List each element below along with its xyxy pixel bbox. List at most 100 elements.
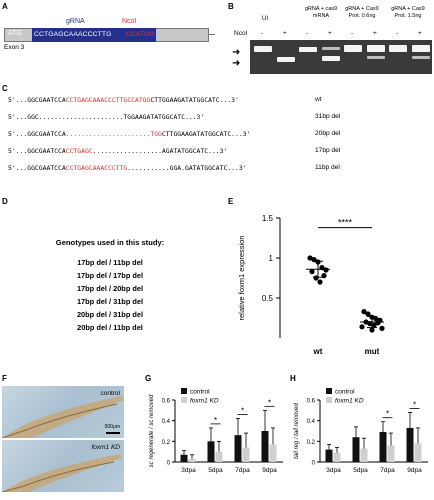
gel-header-prot15: gRNA + Cas9 Prot. 1.5ng (385, 6, 431, 20)
genotype-item: 17bp del / 20bp del (76, 284, 144, 293)
atg-label: ATG (8, 30, 22, 37)
gel-arrow-bottom: ➜ (232, 58, 241, 69)
legend-swatch (326, 388, 332, 394)
bar (414, 443, 422, 462)
seq-label-11bp: 11bp del (315, 164, 340, 171)
genotype-list: Genotypes used in this study: 17bp del /… (10, 238, 210, 348)
panel-label-b: B (228, 2, 234, 11)
seq-label-17bp: 17bp del (315, 147, 341, 154)
tail-regeneration-chart: 0 0.2 0.4 0.6 tail reg / tail removed 3dpa 5dp… (294, 388, 428, 474)
gel-header-mrna: gRNA + cas9 mRNA (300, 6, 342, 20)
ncoi-site-box (124, 28, 156, 42)
bar (234, 435, 242, 462)
bar (360, 448, 368, 462)
seq-pre: 5'...GGCGAATCCA (8, 147, 66, 155)
gel-image (250, 40, 432, 74)
x-category-label: wt (313, 347, 323, 356)
bar (379, 432, 387, 462)
bar (207, 441, 215, 462)
x-category-label: 5dpa (208, 467, 223, 474)
data-point (379, 325, 385, 331)
x-category-label: 3dpa (326, 467, 341, 474)
seq-post: CTTGGAAGATATGGCATC...3' (161, 130, 251, 138)
x-category-label: 9dpa (262, 467, 277, 474)
sign-1: - (261, 30, 264, 37)
genotype-item: 20bp del / 31bp del (76, 310, 144, 319)
legend-label: foxm1 KD (335, 398, 364, 405)
gel-header-prot06: gRNA + Cas9 Prot. 0.6ng (339, 6, 385, 20)
bar (352, 437, 360, 462)
data-point (371, 322, 377, 328)
grna-sequence: CCTGAGCAAACCCTTG (34, 30, 112, 38)
x-category-label: mut (365, 347, 380, 356)
data-point (369, 327, 375, 333)
seq-red: ......................TGG (65, 130, 162, 138)
y-tick-label: 0.6 (162, 399, 171, 405)
y-tick-label: 0.4 (162, 419, 171, 425)
data-point (365, 311, 371, 317)
x-category-label: 9dpa (407, 467, 422, 474)
scale-bar-label: 500μm (104, 424, 120, 430)
genotype-title: Genotypes used in this study: (55, 238, 165, 247)
x-category-label: 3dpa (181, 467, 196, 474)
legend-swatch (181, 397, 187, 403)
seq-red: CCTGAGCAAACCCTTGCCATGG (65, 96, 151, 104)
grna-sequence-box (32, 28, 124, 42)
seq-row-11bp: 5'...GGCGAATCCACCTGAGCAAACCCTTG.........… (8, 164, 247, 172)
legend-label: foxm1 KD (190, 398, 219, 405)
bar (188, 458, 196, 462)
panel-label-a: A (2, 2, 8, 11)
bar (325, 449, 333, 462)
seq-row-31bp: 5'...GGC......................TGGAAGATAT… (8, 113, 204, 121)
bar (333, 452, 341, 462)
ncoi-site-seq: CCATGG (126, 30, 155, 38)
bar (269, 444, 277, 462)
panel-label-c: C (2, 84, 8, 93)
seq-post: ...........GGA.GATATGGCATC...3' (127, 164, 247, 172)
seq-red: CCTGAGC (65, 147, 93, 155)
legend-swatch (326, 397, 332, 403)
gel-header-ui: UI (262, 16, 268, 22)
panel-label-h: H (290, 374, 296, 383)
seq-row-wt: 5'...GGCGAATCCACCTGAGCAAACCCTTGCCATGGCTT… (8, 96, 239, 104)
fin-tissue-kd (1, 454, 122, 493)
bar (261, 431, 269, 462)
genotype-item: 17bp del / 11bp del (77, 258, 143, 267)
seq-red: CCTGAGCAAACCCTTG (65, 164, 128, 172)
data-point (359, 324, 365, 330)
panel-label-f: F (2, 374, 7, 383)
significance-star: * (214, 416, 217, 425)
genotype-item: 17bp del / 31bp del (76, 297, 144, 306)
exon-diagram: ATG CCTGAGCAAACCCTTG CCATGG (4, 28, 215, 42)
y-axis-label: relative foxm1 expression (237, 235, 246, 320)
bar (215, 451, 223, 462)
sign-6: + (373, 30, 377, 37)
bar (387, 445, 395, 462)
seq-post: ..................AGATATGGCATC...3' (92, 147, 228, 155)
sign-4: + (328, 30, 332, 37)
seq-row-17bp: 5'...GGCGAATCCACCTGAGC..................… (8, 147, 227, 155)
significance-star: * (413, 400, 416, 409)
exon-label: Exon 3 (4, 44, 25, 51)
seq-pre: 5'...GGC....... (8, 113, 66, 121)
data-point (323, 267, 329, 273)
legend-swatch (181, 388, 187, 394)
fin-control-label: control (100, 390, 120, 397)
seq-label-20bp: 20bp del (315, 130, 341, 137)
x-category-label: 7dpa (380, 467, 395, 474)
gel-header-mrna-text: gRNA + cas9 mRNA (304, 6, 338, 19)
scale-bar (106, 432, 120, 434)
genotype-item: 17bp del / 17bp del (76, 271, 144, 280)
y-tick-label: 1.5 (262, 214, 274, 223)
foxm1-expression-chart: 0.5 1 1.5 relative foxm1 expression wt mut ***… (237, 214, 385, 356)
seq-label-31bp: 31bp del (315, 113, 341, 120)
seq-row-20bp: 5'...GGCGAATCCA......................TGG… (8, 130, 250, 138)
significance-stars: **** (338, 218, 353, 228)
y-tick-label: 0 (312, 461, 316, 467)
data-point (307, 255, 313, 261)
panel-label-g: G (145, 374, 152, 383)
bar (406, 427, 414, 462)
y-tick-label: 0.2 (162, 440, 171, 446)
gel-header-prot06-text: gRNA + Cas9 Prot. 0.6ng (345, 6, 379, 19)
y-tick-label: 0.6 (307, 399, 316, 405)
